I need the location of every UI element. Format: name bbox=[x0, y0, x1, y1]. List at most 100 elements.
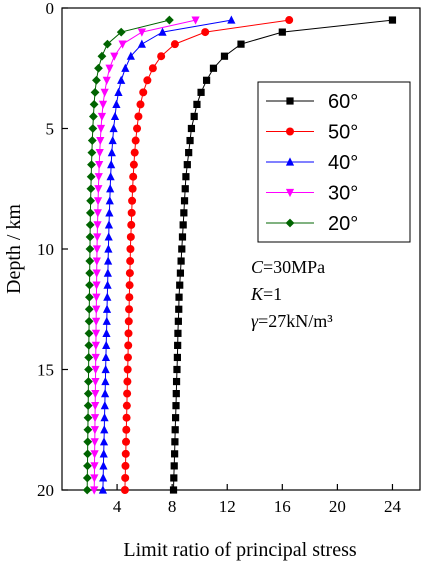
data-point bbox=[118, 40, 127, 49]
series-triangle-up bbox=[98, 15, 236, 494]
data-point bbox=[173, 353, 181, 362]
legend-label: 40° bbox=[328, 152, 358, 174]
data-point bbox=[125, 305, 134, 314]
data-point bbox=[100, 401, 109, 410]
data-point bbox=[125, 293, 134, 302]
data-point bbox=[84, 341, 94, 350]
data-point bbox=[180, 209, 188, 217]
data-point bbox=[109, 123, 118, 133]
data-point bbox=[104, 220, 114, 229]
data-point bbox=[174, 317, 182, 325]
data-point bbox=[92, 317, 101, 326]
legend: 60° 50° 40° 30° 20° bbox=[257, 81, 411, 243]
data-point bbox=[125, 269, 134, 278]
data-point bbox=[121, 449, 130, 458]
data-point bbox=[110, 52, 119, 61]
data-point bbox=[122, 401, 131, 410]
data-point bbox=[100, 413, 109, 422]
data-point bbox=[121, 461, 130, 470]
data-point bbox=[172, 402, 180, 410]
x-tick-label: 4 bbox=[113, 497, 122, 516]
data-point bbox=[124, 341, 133, 350]
data-point bbox=[92, 293, 101, 302]
data-point bbox=[158, 27, 167, 36]
data-point bbox=[171, 450, 179, 458]
data-point bbox=[99, 437, 109, 446]
data-point bbox=[107, 160, 116, 169]
data-point bbox=[96, 124, 106, 134]
data-point bbox=[82, 485, 92, 495]
data-point bbox=[84, 316, 94, 326]
y-tick-label: 0 bbox=[46, 0, 55, 18]
data-point bbox=[96, 136, 105, 146]
data-point bbox=[169, 486, 178, 494]
legend-label: 30° bbox=[328, 183, 358, 205]
data-point bbox=[103, 280, 112, 289]
data-point bbox=[85, 244, 95, 254]
data-point bbox=[126, 257, 135, 266]
data-point bbox=[97, 112, 107, 122]
data-point bbox=[180, 197, 189, 205]
data-point bbox=[90, 486, 99, 495]
data-point bbox=[148, 64, 157, 73]
legend-label: 60° bbox=[328, 91, 358, 113]
data-point bbox=[84, 377, 93, 386]
data-point bbox=[102, 304, 112, 313]
data-point bbox=[90, 426, 100, 435]
data-point bbox=[92, 305, 101, 314]
x-tick-label: 12 bbox=[219, 497, 236, 516]
data-point bbox=[93, 233, 102, 242]
data-point bbox=[137, 39, 146, 48]
data-point bbox=[137, 28, 146, 37]
data-point bbox=[122, 425, 131, 434]
y-tick-label: 10 bbox=[37, 240, 54, 259]
data-point bbox=[116, 27, 126, 37]
data-point bbox=[90, 462, 99, 471]
data-point bbox=[90, 414, 100, 423]
data-point bbox=[91, 390, 100, 399]
data-point bbox=[90, 87, 100, 97]
data-point bbox=[171, 438, 179, 446]
data-point bbox=[103, 39, 112, 49]
data-point bbox=[93, 221, 102, 230]
data-point bbox=[123, 377, 132, 386]
y-tick-label: 5 bbox=[46, 120, 55, 139]
legend-marker bbox=[286, 127, 294, 136]
data-point bbox=[83, 413, 93, 423]
data-point bbox=[94, 185, 103, 194]
data-point bbox=[177, 257, 185, 265]
data-point bbox=[133, 124, 142, 133]
data-point bbox=[186, 136, 194, 145]
data-point bbox=[183, 161, 191, 169]
data-point bbox=[143, 76, 152, 85]
data-point bbox=[124, 329, 133, 338]
legend-items: 60° 50° 40° 30° 20° bbox=[266, 91, 358, 235]
data-point bbox=[209, 64, 218, 72]
series-triangle-down bbox=[90, 16, 200, 495]
data-point bbox=[108, 135, 117, 145]
data-point bbox=[187, 124, 196, 133]
data-point bbox=[127, 208, 136, 217]
data-point bbox=[105, 196, 114, 205]
data-point bbox=[83, 449, 93, 459]
data-point bbox=[178, 245, 186, 253]
data-point bbox=[90, 474, 99, 483]
data-point bbox=[102, 76, 111, 85]
data-point bbox=[105, 64, 114, 73]
data-point bbox=[107, 148, 116, 157]
data-point bbox=[92, 269, 101, 278]
data-point bbox=[89, 100, 99, 109]
data-point bbox=[126, 232, 135, 241]
annotation-unit-weight: γ=27kN/m³ bbox=[251, 311, 333, 331]
plot-frame bbox=[61, 7, 421, 491]
data-point bbox=[87, 160, 96, 170]
data-point bbox=[84, 353, 94, 362]
data-point bbox=[91, 402, 100, 411]
data-point bbox=[103, 292, 112, 301]
data-point bbox=[129, 172, 138, 181]
data-point bbox=[181, 185, 189, 193]
series-line bbox=[173, 19, 393, 491]
data-point bbox=[175, 305, 183, 313]
data-point bbox=[92, 281, 101, 290]
